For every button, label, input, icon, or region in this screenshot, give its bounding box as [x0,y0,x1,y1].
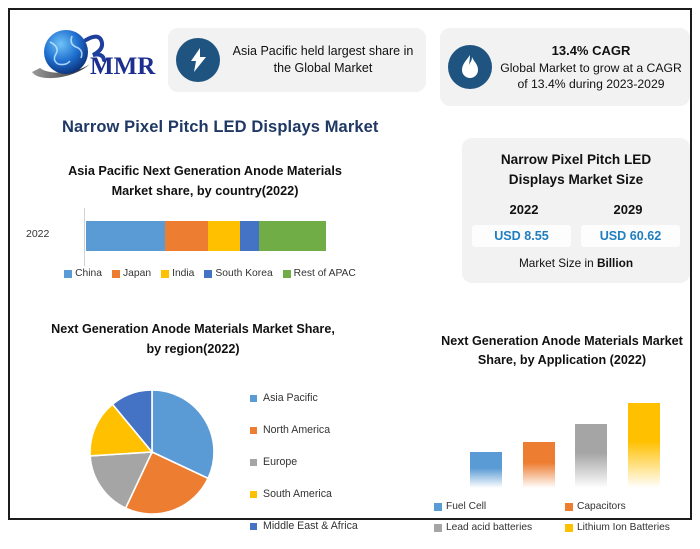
legend-label: North America [263,424,331,436]
legend-label: Rest of APAC [293,268,356,279]
legend-label: Lead acid batteries [446,522,533,533]
market-size-footer-unit: Billion [596,256,634,271]
legend-item: China [64,268,102,279]
legend-item: South Korea [204,268,273,279]
legend-label: South America [263,488,332,500]
legend-item: India [161,268,194,279]
cagr-heading: 13.4% CAGR [551,42,631,58]
market-size-panel: Narrow Pixel Pitch LED Displays Market S… [462,138,690,283]
pie-slice [89,451,154,510]
legend-label: South Korea [215,268,273,279]
legend-swatch [64,269,73,278]
column-bar [522,442,555,488]
pie-slice [151,389,215,480]
legend-label: Middle East & Africa [263,520,358,532]
pie-slice [124,450,210,515]
stacked-bar-segment [258,221,326,251]
globe-swoosh-logo: MMR [32,30,156,80]
legend-item: Asia Pacific [250,382,400,414]
legend-swatch [250,426,257,434]
stacked-bar-title: Asia Pacific Next Generation Anode Mater… [68,164,342,198]
legend-item: Middle East & Africa [250,510,400,542]
stacked-bar-segment [208,221,240,251]
legend-swatch [250,490,257,498]
legend-swatch [565,502,573,511]
stacked-bar-segment [239,221,259,251]
pie-chart-title: Next Generation Anode Materials Market S… [51,322,335,356]
column-bar [575,423,608,488]
legend-item: Lithium Ion Batteries [565,517,696,538]
stacked-bar-axis [84,208,85,266]
market-size-year-2029: 2029 [613,202,643,218]
page-title: Narrow Pixel Pitch LED Displays Market [62,118,379,136]
svg-text:MMR: MMR [90,53,156,80]
cagr-body: Global Market to grow at a CAGR of 13.4%… [500,61,682,92]
legend-label: Japan [123,268,152,279]
legend-item: North America [250,414,400,446]
market-size-value-2029: USD 60.62 [581,225,680,248]
column-bar [627,403,660,488]
stacked-bar-legend: China Japan India South Korea Rest of APAC [50,268,370,281]
legend-label: India [172,268,195,279]
legend-item: Capacitors [565,496,696,517]
market-size-year-2022: 2022 [509,202,539,218]
market-size-values: USD 8.55 USD 60.62 [472,225,680,248]
legend-swatch [112,269,121,278]
lightning-bolt-icon [176,38,220,82]
badge-cagr-text: 13.4% CAGR Global Market to grow at a CA… [500,42,682,93]
column-chart-legend: Fuel Cell Capacitors Lead acid batteries Li… [434,496,696,538]
legend-swatch [161,269,170,278]
legend-swatch [565,523,573,532]
column-chart-title: Next Generation Anode Materials Market S… [441,334,683,367]
legend-item: Japan [112,268,151,279]
flame-icon [448,45,492,89]
market-size-value-2022: USD 8.55 [472,225,571,248]
legend-label: Lithium Ion Batteries [577,522,670,533]
pie-slice [111,389,153,455]
legend-item: Fuel Cell [434,496,565,517]
legend-label: China [75,268,103,279]
legend-swatch [434,523,442,532]
legend-item: Europe [250,446,400,478]
stacked-bar-category-label: 2022 [26,228,50,240]
mmr-logo: MMR [28,24,168,86]
badge-apac-text: Asia Pacific held largest share in the G… [232,44,414,75]
pie-chart-plot [89,389,215,515]
legend-swatch [250,394,257,402]
market-size-footer: Market Size in Billion [472,256,680,270]
infographic-frame: MMR Asia Pacific held largest share in t… [8,8,692,533]
legend-swatch [204,269,213,278]
column-bar [470,452,503,488]
market-size-years: 2022 2029 [472,202,680,217]
stacked-bar-segment [165,221,209,251]
market-size-footer-prefix: Market Size in [518,256,597,271]
stacked-bar-plot [86,221,326,251]
legend-item: Rest of APAC [282,268,356,279]
legend-label: Fuel Cell [446,501,487,512]
legend-label: Europe [263,456,298,468]
pie-chart-legend: Asia Pacific North America Europe South Ame… [250,382,400,542]
legend-item: South America [250,478,400,510]
legend-swatch [250,458,257,466]
legend-label: Capacitors [577,501,626,512]
legend-swatch [434,502,442,511]
legend-swatch [250,522,257,530]
pie-slice [89,403,154,457]
badge-cagr: 13.4% CAGR Global Market to grow at a CA… [440,28,690,106]
stacked-bar-segment [86,221,166,251]
legend-swatch [282,269,291,278]
legend-item: Lead acid batteries [434,517,565,538]
column-chart-plot [460,396,670,488]
badge-apac-share: Asia Pacific held largest share in the G… [168,28,426,92]
legend-label: Asia Pacific [263,392,318,404]
market-size-title: Narrow Pixel Pitch LED Displays Market S… [500,152,652,187]
